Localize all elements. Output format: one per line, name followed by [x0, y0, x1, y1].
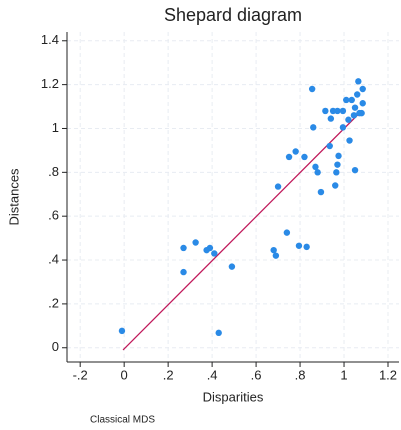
point — [334, 161, 341, 168]
point — [354, 91, 361, 98]
x-tick-label: .8 — [295, 367, 306, 382]
point — [351, 166, 359, 174]
point — [285, 153, 293, 161]
x-tick-label: 1.2 — [379, 367, 397, 382]
point — [272, 252, 280, 259]
point — [206, 244, 214, 252]
point — [292, 148, 299, 155]
point — [348, 96, 355, 104]
point — [359, 85, 366, 93]
y-tick-label: 1.2 — [41, 76, 59, 91]
point — [322, 107, 329, 115]
point — [351, 104, 359, 111]
y-tick-label: .8 — [48, 164, 59, 179]
point — [215, 329, 222, 337]
y-tick-label: 0 — [52, 339, 59, 354]
point — [350, 112, 358, 119]
point — [308, 85, 316, 93]
point — [317, 188, 325, 196]
point — [333, 169, 340, 176]
y-tick-label: .6 — [48, 208, 59, 223]
point — [312, 163, 319, 171]
point — [295, 242, 303, 249]
y-axis-label: Distances — [6, 168, 21, 226]
point — [343, 96, 350, 104]
x-tick-label: 0 — [121, 367, 128, 382]
y-tick-label: .4 — [48, 251, 59, 266]
point — [358, 109, 365, 117]
point — [228, 263, 236, 270]
y-tick-label: .2 — [48, 295, 59, 310]
x-tick-label: .4 — [207, 367, 218, 382]
x-tick-label: .2 — [163, 367, 174, 382]
point — [270, 246, 277, 254]
x-axis-label: Disparities — [203, 389, 264, 404]
point — [301, 153, 308, 161]
y-tick-label: 1.4 — [41, 32, 59, 47]
x-tick-label: -.2 — [73, 367, 88, 382]
point — [314, 169, 321, 176]
point — [327, 115, 335, 122]
point — [310, 124, 317, 131]
footnote: Classical MDS — [90, 415, 155, 426]
point — [118, 327, 126, 335]
point — [334, 107, 341, 115]
point — [339, 124, 347, 131]
point — [355, 78, 362, 85]
point — [326, 142, 333, 150]
point — [346, 137, 353, 144]
x-tick-label: 1 — [340, 367, 347, 382]
point — [192, 239, 199, 246]
point — [332, 182, 339, 189]
point — [339, 107, 347, 115]
y-tick-label: 1 — [52, 120, 59, 135]
point — [211, 250, 218, 257]
point — [335, 152, 342, 160]
point — [274, 183, 282, 190]
point — [180, 244, 187, 252]
point — [180, 268, 187, 276]
point — [345, 116, 352, 123]
x-tick-label: .6 — [251, 367, 262, 382]
chart-title: Shepard diagram — [164, 5, 302, 25]
reference-line — [122, 112, 360, 351]
point — [329, 107, 337, 115]
point — [359, 100, 366, 107]
point — [283, 229, 291, 236]
point — [303, 243, 310, 251]
